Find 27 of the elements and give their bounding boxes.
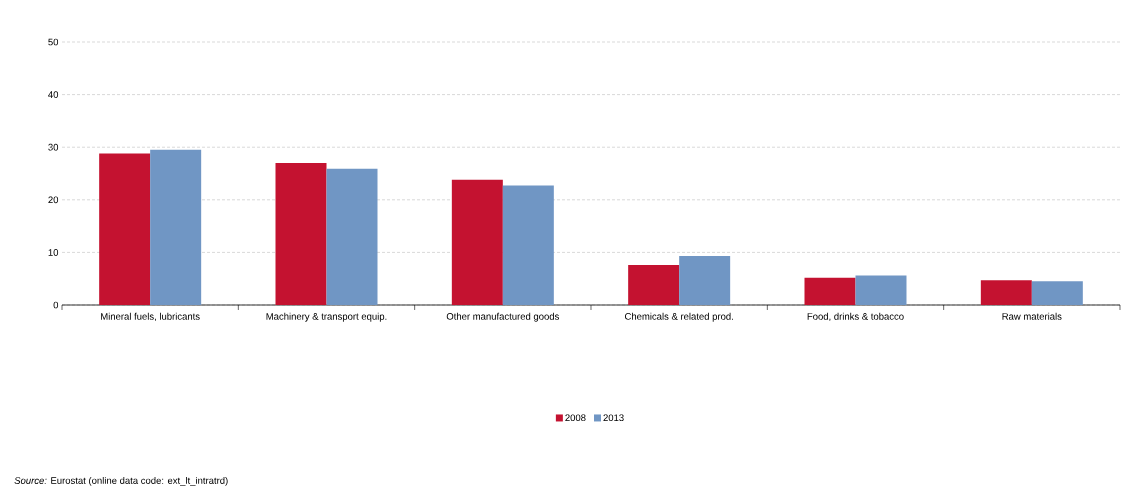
bar [679,256,731,305]
x-tick-label: Other manufactured goods [446,312,559,322]
x-tick-label: Mineral fuels, lubricants [101,312,200,321]
bar [99,153,151,305]
bar [150,149,202,305]
y-tick-label: 20 [48,196,59,204]
bar [1031,281,1083,305]
bar [980,280,1032,305]
x-tick-label: Machinery & transport equip. [266,312,387,322]
bar [326,168,378,305]
bar [275,162,327,305]
bar [855,275,907,305]
y-tick-label: 0 [53,301,59,309]
y-tick-label: 50 [48,38,59,46]
y-tick-label: 30 [48,143,59,151]
x-tick-label: Chemicals & related prod. [625,312,733,322]
legend-label: 2013 [603,414,624,422]
y-tick-label: 40 [48,91,59,98]
y-tick-label: 10 [48,249,59,256]
x-tick-label: Food, drinks & tobacco [807,312,904,321]
text: Source: Eurostat (online data code: ext_lt_intratrd) [14,476,228,486]
bar [628,265,680,305]
legend-label: 2008 [565,414,586,422]
bar [804,277,856,305]
bar [451,179,503,305]
x-tick-label: Raw materials [1002,312,1062,320]
bar [502,185,554,305]
